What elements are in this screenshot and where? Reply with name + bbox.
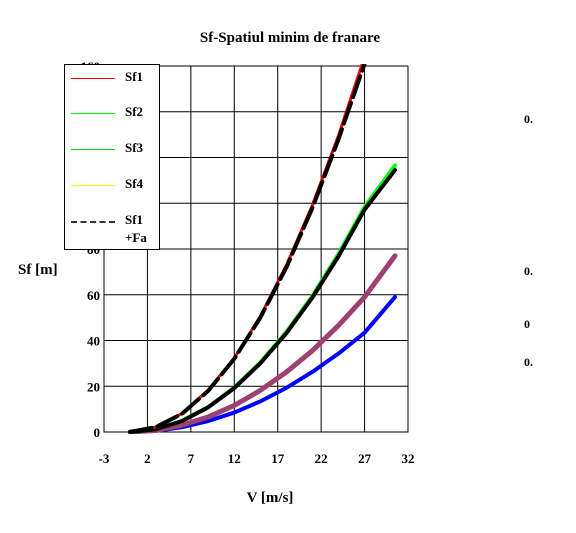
x-tick-label: 12 <box>228 451 241 466</box>
x-tick-label: 17 <box>271 451 285 466</box>
y-tick-label: 40 <box>87 334 100 349</box>
right-label-2: 0. <box>524 264 533 278</box>
series-sf3-line <box>129 167 396 433</box>
chart-title: Sf-Spatiul minim de franare <box>199 30 381 46</box>
legend-swatch <box>71 149 115 150</box>
x-tick-label: 7 <box>188 451 195 466</box>
series-sf1-fa-line <box>128 64 367 434</box>
legend: Sf1 Sf2 Sf3 Sf4 Sf1 +Fa <box>64 64 160 250</box>
right-label-3: 0 <box>524 317 530 331</box>
legend-label: Sf1 <box>125 212 144 227</box>
legend-label-2: +Fa <box>125 230 147 245</box>
legend-swatch <box>71 221 115 223</box>
legend-item-sf2: Sf2 <box>65 104 159 124</box>
legend-item-sf3: Sf3 <box>65 140 159 160</box>
legend-swatch <box>71 78 115 79</box>
y-tick-label: 60 <box>87 288 100 303</box>
y-axis-label: Sf [m] <box>18 262 58 278</box>
x-tick-label: 32 <box>402 451 415 466</box>
x-tick-label: 27 <box>358 451 372 466</box>
legend-swatch <box>71 185 115 186</box>
y-tick-label: 0 <box>94 425 101 440</box>
legend-item-sf1-fa: Sf1 +Fa <box>65 212 159 245</box>
x-tick-label: 2 <box>144 451 151 466</box>
legend-label: Sf1 <box>125 69 144 84</box>
series-layer <box>127 64 398 434</box>
x-axis-label: V [m/s] <box>246 490 294 506</box>
right-label-4: 0. <box>524 355 533 369</box>
y-tick-label: 20 <box>87 379 100 394</box>
x-tick-label: 22 <box>315 451 328 466</box>
legend-item-sf1: Sf1 <box>65 69 159 89</box>
legend-label: Sf4 <box>125 176 144 191</box>
legend-swatch <box>71 113 115 114</box>
right-label-1: 0. <box>524 112 533 126</box>
legend-label: Sf3 <box>125 140 144 155</box>
x-tick-label: -3 <box>99 451 110 466</box>
legend-item-sf4: Sf4 <box>65 176 159 196</box>
series-sf4-line <box>129 256 396 433</box>
series-sf2-line <box>128 163 397 434</box>
series-purple-line <box>127 253 398 434</box>
legend-label: Sf2 <box>125 104 144 119</box>
series-black-line <box>128 168 397 434</box>
